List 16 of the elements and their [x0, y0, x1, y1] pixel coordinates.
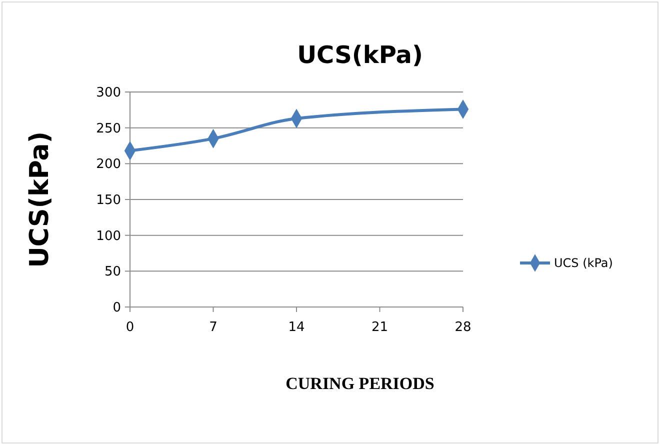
x-tick-label: 28 — [454, 320, 472, 335]
y-tick-label: 250 — [96, 121, 121, 136]
x-tick-label: 14 — [288, 320, 305, 335]
y-tick-label: 200 — [96, 157, 121, 172]
y-tick-label: 150 — [96, 193, 121, 208]
x-axis-title: CURING PERIODS — [286, 374, 434, 393]
x-tick-label: 21 — [371, 320, 388, 335]
y-tick-label: 100 — [96, 228, 121, 244]
y-tick-label: 300 — [96, 86, 121, 101]
chart-title: UCS(kPa) — [297, 41, 423, 69]
legend-label: UCS (kPa) — [554, 256, 613, 270]
y-axis-title: UCS(kPa) — [25, 131, 55, 268]
x-tick-label: 0 — [126, 320, 134, 335]
y-tick-label: 50 — [104, 264, 121, 280]
x-tick-label: 7 — [209, 320, 218, 335]
y-tick-label: 0 — [112, 300, 121, 316]
